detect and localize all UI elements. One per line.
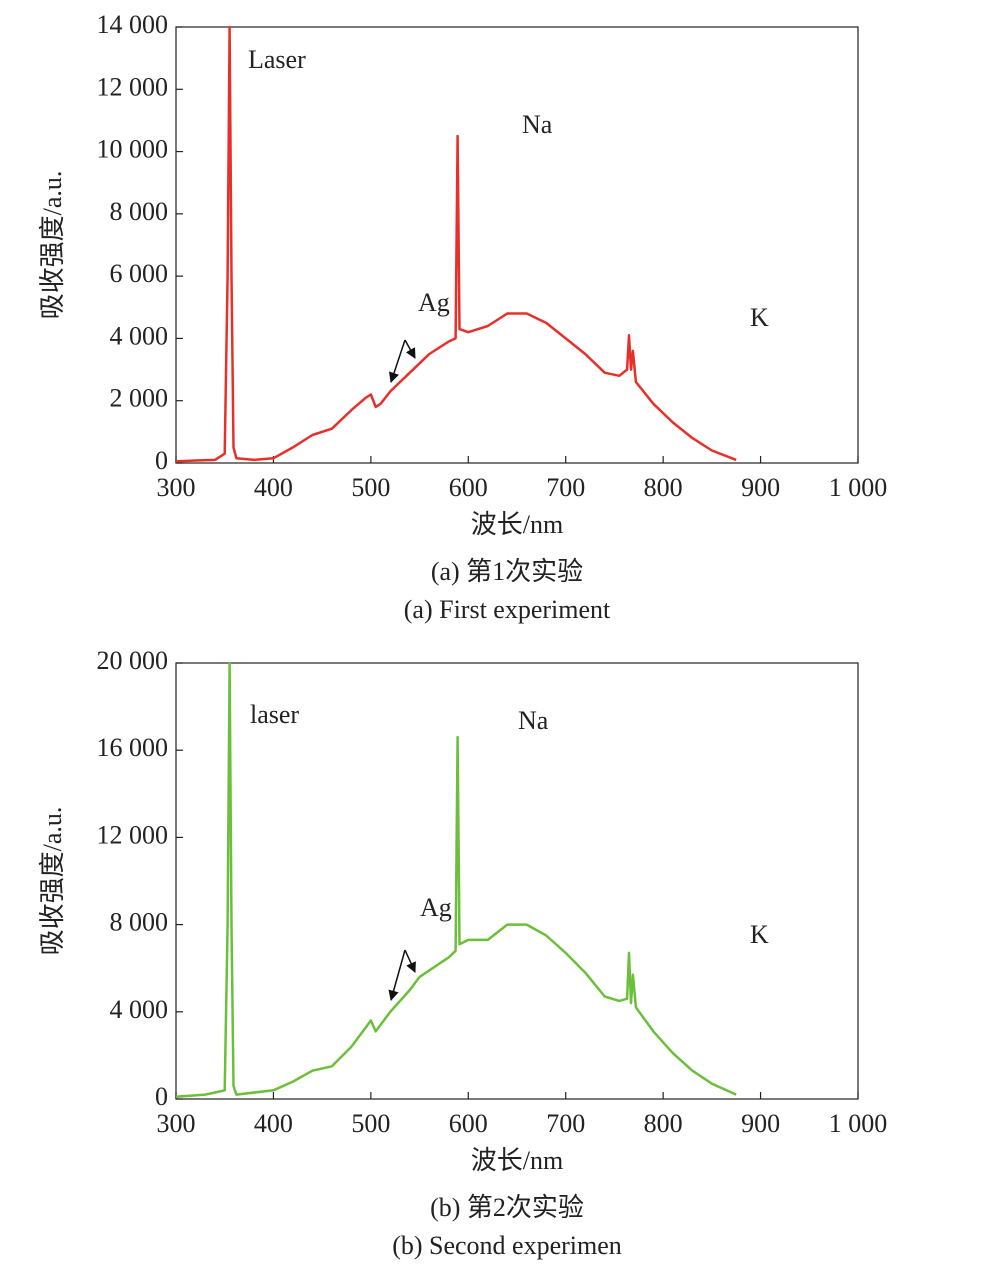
plot-frame [175,26,859,464]
y-tick-label: 10 000 [97,135,169,164]
x-tick-label: 800 [644,473,683,502]
x-axis-label: 波长/nm [471,1146,563,1175]
x-tick-label: 800 [644,1109,683,1138]
y-tick-label: 0 [155,446,168,475]
caption: (a) 第1次实验 [431,557,583,586]
y-tick-label: 8 000 [110,197,169,226]
plot-frame [175,662,859,1100]
y-axis-label: 吸收强度/a.u. [38,807,67,956]
x-tick-label: 1 000 [829,1109,888,1138]
caption-en: (b) Second experimen [392,1231,622,1260]
y-tick-label: 8 000 [110,908,169,937]
y-tick-label: 6 000 [110,259,169,288]
y-tick-label: 12 000 [97,820,169,849]
annotation: Na [518,706,549,735]
y-tick-label: 12 000 [97,72,169,101]
spectrum-line [175,661,737,1099]
y-tick-label: 16 000 [97,733,169,762]
y-tick-label: 4 000 [110,995,169,1024]
spectrum-line [175,25,737,463]
x-tick-label: 400 [254,1109,293,1138]
arrows-a [389,339,416,383]
x-tick-label: 600 [449,1109,488,1138]
arrows-b [388,949,416,1002]
y-tick-label: 2 000 [110,384,169,413]
x-tick-label: 500 [351,473,390,502]
x-tick-label: 400 [254,473,293,502]
y-tick-label: 14 000 [97,10,169,39]
y-tick-label: 0 [155,1082,168,1111]
x-tick-label: 500 [351,1109,390,1138]
annotation: Ag [420,893,452,922]
caption-en: (a) First experiment [404,595,611,624]
y-tick-label: 4 000 [110,321,169,350]
annotation: Laser [248,45,306,74]
caption: (b) 第2次实验 [430,1193,584,1222]
annotation: K [750,303,769,332]
annotation: laser [250,700,299,729]
x-tick-label: 300 [157,473,196,502]
x-tick-label: 700 [546,1109,585,1138]
y-axis-label: 吸收强度/a.u. [38,171,67,320]
annotation: K [750,920,769,949]
annotation: Ag [418,288,450,317]
x-tick-label: 900 [741,1109,780,1138]
x-tick-label: 700 [546,473,585,502]
x-tick-label: 300 [157,1109,196,1138]
y-tick-label: 20 000 [97,646,169,675]
annotation: Na [522,110,553,139]
x-tick-label: 600 [449,473,488,502]
x-tick-label: 900 [741,473,780,502]
x-tick-label: 1 000 [829,473,888,502]
x-axis-label: 波长/nm [471,510,563,539]
